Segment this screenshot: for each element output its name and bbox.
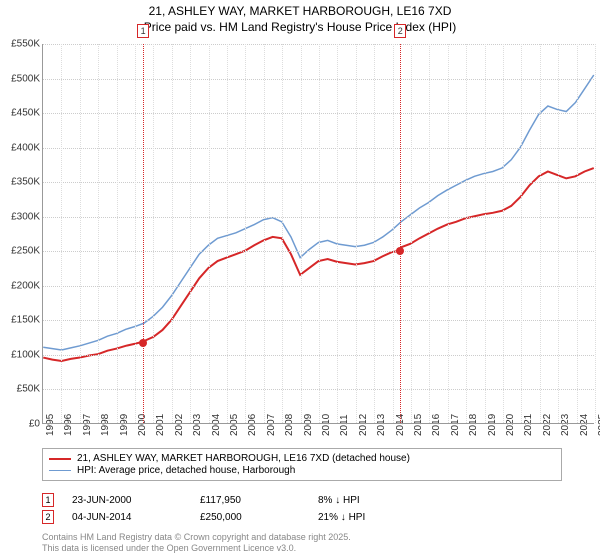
gridline-v bbox=[521, 44, 522, 423]
y-tick-label: £450K bbox=[2, 108, 40, 119]
legend-swatch bbox=[49, 470, 71, 471]
attribution: Contains HM Land Registry data © Crown c… bbox=[42, 532, 351, 554]
gridline-v bbox=[190, 44, 191, 423]
chart-title: 21, ASHLEY WAY, MARKET HARBOROUGH, LE16 … bbox=[0, 0, 600, 35]
marker-label-2: 2 bbox=[394, 24, 406, 38]
gridline-v bbox=[319, 44, 320, 423]
gridline-v bbox=[209, 44, 210, 423]
legend-label: 21, ASHLEY WAY, MARKET HARBOROUGH, LE16 … bbox=[77, 453, 410, 464]
gridline-v bbox=[374, 44, 375, 423]
gridline-v bbox=[595, 44, 596, 423]
y-tick-label: £300K bbox=[2, 211, 40, 222]
dp-index: 2 bbox=[42, 510, 54, 524]
marker-line-1 bbox=[143, 44, 144, 423]
gridline-v bbox=[227, 44, 228, 423]
gridline-v bbox=[135, 44, 136, 423]
gridline-v bbox=[485, 44, 486, 423]
gridline-v bbox=[466, 44, 467, 423]
gridline-v bbox=[98, 44, 99, 423]
y-tick-label: £350K bbox=[2, 177, 40, 188]
datapoint-row: 1 23-JUN-2000 £117,950 8% ↓ HPI bbox=[42, 493, 365, 507]
marker-line-2 bbox=[400, 44, 401, 423]
legend-label: HPI: Average price, detached house, Harb… bbox=[77, 465, 295, 476]
legend-row: HPI: Average price, detached house, Harb… bbox=[49, 465, 555, 476]
dp-vs-hpi: 21% ↓ HPI bbox=[318, 512, 365, 523]
gridline-v bbox=[301, 44, 302, 423]
plot-area: 12 bbox=[42, 44, 594, 424]
legend-row: 21, ASHLEY WAY, MARKET HARBOROUGH, LE16 … bbox=[49, 453, 555, 464]
gridline-v bbox=[172, 44, 173, 423]
gridline-v bbox=[153, 44, 154, 423]
legend-box: 21, ASHLEY WAY, MARKET HARBOROUGH, LE16 … bbox=[42, 448, 562, 481]
marker-label-1: 1 bbox=[137, 24, 149, 38]
title-line-2: Price paid vs. HM Land Registry's House … bbox=[0, 20, 600, 36]
datapoint-row: 2 04-JUN-2014 £250,000 21% ↓ HPI bbox=[42, 510, 365, 524]
gridline-v bbox=[61, 44, 62, 423]
y-tick-label: £100K bbox=[2, 349, 40, 360]
dp-price: £250,000 bbox=[200, 512, 300, 523]
legend-swatch bbox=[49, 458, 71, 460]
marker-dot-1 bbox=[139, 339, 147, 347]
gridline-v bbox=[264, 44, 265, 423]
y-tick-label: £500K bbox=[2, 73, 40, 84]
gridline-v bbox=[411, 44, 412, 423]
gridline-v bbox=[429, 44, 430, 423]
gridline-v bbox=[245, 44, 246, 423]
title-line-1: 21, ASHLEY WAY, MARKET HARBOROUGH, LE16 … bbox=[0, 4, 600, 20]
gridline-v bbox=[393, 44, 394, 423]
attrib-line-1: Contains HM Land Registry data © Crown c… bbox=[42, 532, 351, 543]
chart-container: 21, ASHLEY WAY, MARKET HARBOROUGH, LE16 … bbox=[0, 0, 600, 560]
attrib-line-2: This data is licensed under the Open Gov… bbox=[42, 543, 351, 554]
y-tick-label: £550K bbox=[2, 39, 40, 50]
gridline-v bbox=[117, 44, 118, 423]
dp-vs-hpi: 8% ↓ HPI bbox=[318, 495, 360, 506]
dp-date: 23-JUN-2000 bbox=[72, 495, 182, 506]
dp-price: £117,950 bbox=[200, 495, 300, 506]
y-tick-label: £250K bbox=[2, 246, 40, 257]
gridline-v bbox=[337, 44, 338, 423]
dp-date: 04-JUN-2014 bbox=[72, 512, 182, 523]
gridline-v bbox=[577, 44, 578, 423]
y-tick-label: £50K bbox=[2, 384, 40, 395]
gridline-v bbox=[540, 44, 541, 423]
gridline-v bbox=[503, 44, 504, 423]
gridline-v bbox=[80, 44, 81, 423]
dp-index: 1 bbox=[42, 493, 54, 507]
y-tick-label: £150K bbox=[2, 315, 40, 326]
gridline-v bbox=[558, 44, 559, 423]
y-tick-label: £200K bbox=[2, 280, 40, 291]
gridline-v bbox=[356, 44, 357, 423]
y-tick-label: £0 bbox=[2, 419, 40, 430]
gridline-v bbox=[448, 44, 449, 423]
y-tick-label: £400K bbox=[2, 142, 40, 153]
marker-dot-2 bbox=[396, 247, 404, 255]
datapoints-table: 1 23-JUN-2000 £117,950 8% ↓ HPI 2 04-JUN-2014… bbox=[42, 490, 365, 527]
gridline-v bbox=[282, 44, 283, 423]
